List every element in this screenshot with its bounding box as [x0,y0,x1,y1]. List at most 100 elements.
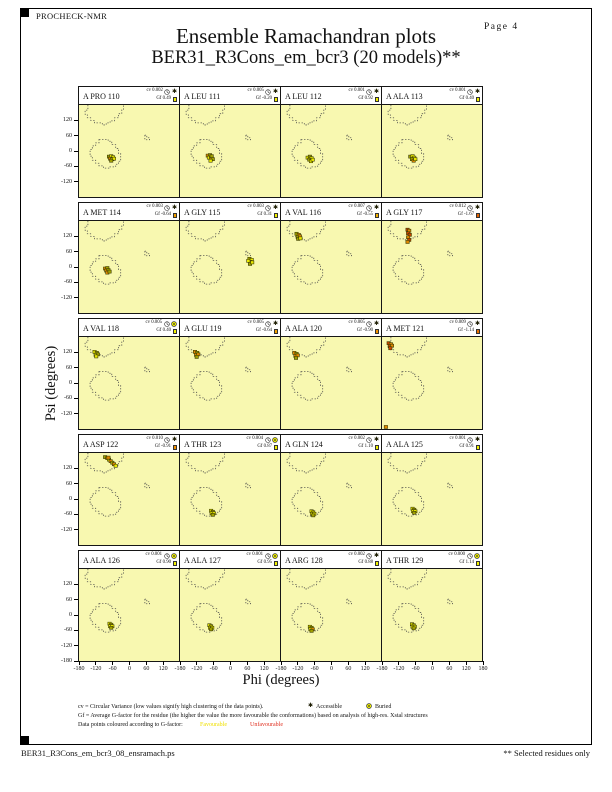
cv-dial-icon [164,437,171,443]
subplot-stats: cv 0.001 ✱ Gf 0.91 [449,436,480,451]
plot-area [180,569,280,661]
axis-tick [246,661,248,665]
favourable-region-outline [89,603,122,633]
axis-tick [74,599,78,601]
favourable-region-outline [84,221,124,242]
buried-icon [171,320,177,327]
subplot-a-ala-126: A ALA 126 cv 0.001 Gf 0.90 [78,550,180,662]
cv-dial-icon [366,437,373,443]
x-tick-label: -120 [393,666,405,672]
gf-colour-swatch [475,561,480,566]
y-tick-label: 60 [66,480,72,487]
model-data-point [294,356,298,360]
residue-label: A LEU 111 [184,92,221,101]
favourable-region-outline [185,105,225,126]
plot-area [382,569,482,661]
gf-colour-swatch [172,213,177,218]
page-frame [20,8,592,745]
subplot-header: A GLN 124 cv 0.002 ✱ Gf 1.10 [281,435,381,453]
accessible-icon: ✱ [373,203,379,211]
cv-dial-icon [466,553,473,559]
favourable-region-outline [346,366,352,373]
legend-buried-label: Buried [375,704,392,710]
residue-label: A PRO 110 [83,92,120,101]
subplot-header: A THR 129 cv 0.000 Gf 1.14 [382,551,482,569]
subplot-stats: cv 0.003 ✱ Gf 0.31 [247,204,278,219]
corner-mark-bottom-left [20,736,29,745]
y-tick-label: 60 [66,248,72,255]
accessible-icon: ✱ [373,435,379,443]
cv-dial-icon [163,321,170,327]
cv-value: cv 0.001 [449,436,466,442]
gf-colour-swatch [374,445,379,450]
x-tick-label: -60 [411,666,420,672]
y-tick-label: -60 [64,395,72,402]
axis-tick [263,661,265,665]
accessible-icon: ✱ [373,551,379,559]
favourable-region-outline [286,221,326,242]
accessible-icon: ✱ [474,203,480,211]
y-tick-label: 0 [69,148,72,154]
axis-tick [314,661,316,665]
plot-area [180,337,280,429]
gf-value: Gf -0.20 [255,95,272,101]
subplot-a-pro-110: A PRO 110 cv 0.002 ✱ Gf 0.49 [78,86,180,198]
favourable-region-outline [387,453,427,474]
favourable-region-outline [447,598,453,605]
gf-colour-swatch [374,97,379,102]
residue-label: A ALA 120 [285,324,322,333]
cv-value: cv 0.005 [348,320,365,326]
favourable-region-outline [346,134,352,141]
favourable-region-outline [84,569,124,590]
favourable-region-outline [387,105,427,126]
subplot-header: A MET 121 cv 0.009 ✱ Gf -1.14 [382,319,482,337]
model-data-point [109,625,114,630]
axis-tick [74,513,78,515]
axis-tick [482,661,484,665]
favourable-region-outline [346,482,352,489]
plot-area [281,569,381,661]
corner-mark-top-left [20,8,29,17]
favourable-region-outline [447,250,453,257]
cv-dial-icon [467,437,474,443]
axis-tick [74,251,78,253]
axis-tick [381,661,383,665]
axis-tick [74,529,78,531]
favourable-region-outline [447,366,453,373]
axis-tick [74,614,78,616]
gf-value: Gf 0.88 [358,559,373,565]
plot-area [79,105,179,197]
y-tick-label: 0 [69,264,72,270]
gf-colour-swatch [172,97,177,102]
subplot-stats: cv 0.005 ✱ Gf -0.64 [247,320,278,335]
cv-value: cv 0.001 [145,552,162,558]
x-tick-label: 0 [431,666,434,672]
plot-area [382,105,482,197]
legend-favourable-label: Favourable [200,722,227,728]
gf-value: Gf -0.91 [154,443,171,449]
subplot-header: A ASP 122 cv 0.010 ✱ Gf -0.91 [79,435,179,453]
favourable-region-outline [245,598,251,605]
residue-label: A ASP 122 [83,440,119,449]
model-data-point [106,455,111,460]
axis-tick [465,661,467,665]
subplot-stats: cv 0.002 ✱ Gf 0.49 [146,88,177,103]
gf-value: Gf 0.49 [156,95,171,101]
cv-value: cv 0.009 [449,320,466,326]
favourable-region-outline [346,250,352,257]
y-tick-label: -60 [64,627,72,634]
accessible-icon: ✱ [272,203,278,211]
plot-area [281,453,381,545]
favourable-region-outline [89,371,122,401]
x-tick-label: 60 [244,666,251,672]
subplot-a-met-114: A MET 114 cv 0.003 ✱ Gf -0.64 [78,202,180,314]
favourable-region-outline [185,337,225,358]
axis-tick [213,661,215,665]
y-tick-label: 0 [69,380,72,386]
x-tick-label: 180 [478,666,488,672]
x-tick-label: -60 [310,666,319,672]
axis-tick [74,413,78,415]
axis-tick [74,281,78,283]
cv-dial-icon [265,205,272,211]
